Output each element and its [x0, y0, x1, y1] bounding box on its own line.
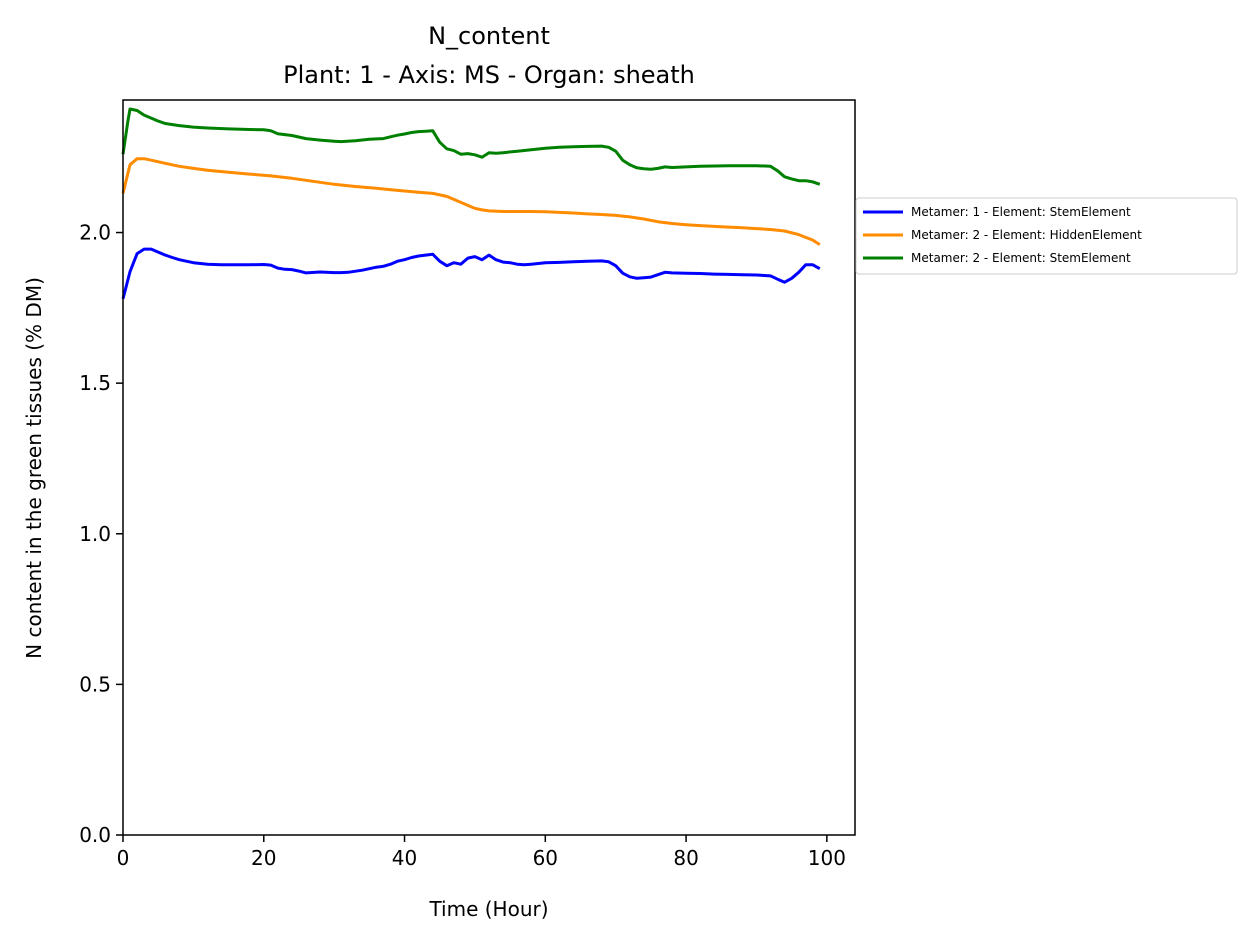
- x-tick-label: 0: [117, 846, 130, 870]
- x-tick-label: 100: [808, 846, 846, 870]
- y-tick-label: 1.0: [79, 522, 111, 546]
- chart-title: N_content: [428, 22, 550, 50]
- x-tick-label: 80: [673, 846, 698, 870]
- y-tick-label: 1.5: [79, 371, 111, 395]
- legend-entries: Metamer: 1 - Element: StemElement Metamer…: [863, 205, 1142, 265]
- chart-subtitle: Plant: 1 - Axis: MS - Organ: sheath: [283, 61, 695, 89]
- x-tick-label: 60: [533, 846, 558, 870]
- x-axis: 0 20 40 60 80 100: [117, 835, 846, 870]
- legend: Metamer: 1 - Element: StemElement Metamer…: [855, 197, 1238, 275]
- legend-label-2: Metamer: 2 - Element: HiddenElement: [911, 228, 1142, 242]
- legend-label-1: Metamer: 1 - Element: StemElement: [911, 205, 1131, 219]
- series-lines: [121, 107, 821, 300]
- series-line-1: [121, 247, 821, 300]
- x-tick-label: 40: [392, 846, 417, 870]
- y-tick-label: 2.0: [79, 221, 111, 245]
- series-line-3: [121, 107, 821, 186]
- x-axis-title: Time (Hour): [428, 897, 548, 921]
- series-line-2: [121, 157, 821, 246]
- x-tick-label: 20: [251, 846, 276, 870]
- y-tick-label: 0.0: [79, 823, 111, 847]
- y-axis: 0.0 0.5 1.0 1.5 2.0: [79, 221, 123, 847]
- y-axis-title: N content in the green tissues (% DM): [22, 277, 46, 659]
- y-tick-label: 0.5: [79, 672, 111, 696]
- legend-box: [855, 197, 1238, 275]
- legend-label-3: Metamer: 2 - Element: StemElement: [911, 251, 1131, 265]
- plot-area-frame: [122, 99, 856, 836]
